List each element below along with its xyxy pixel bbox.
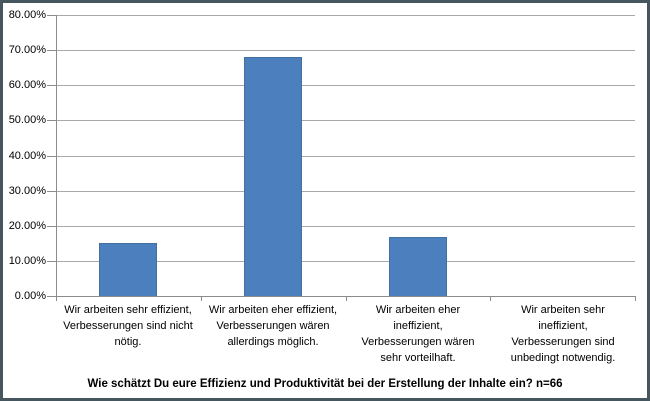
y-tick-label: 50.00% (8, 114, 46, 126)
x-axis-tick (56, 296, 57, 301)
category-label-line: Verbesserungen wären (216, 320, 330, 332)
category-label-line: Verbesserungen wären (361, 336, 475, 348)
y-axis-tick (47, 296, 57, 297)
category-label-3: Wir arbeiten eher ineffizient, Verbesserun… (344, 302, 492, 366)
y-axis-tick (47, 261, 57, 262)
gridline (56, 191, 635, 192)
y-axis-tick (47, 15, 57, 16)
y-tick-label: 0.00% (14, 290, 46, 302)
category-label-line: Wir arbeiten eher effizient, (208, 304, 338, 316)
category-label-line: sehr vorteilhaft. (380, 352, 456, 364)
gridline (56, 50, 635, 51)
gridline (56, 226, 635, 227)
x-axis-tick (490, 296, 491, 301)
category-label-line: allerdings möglich. (227, 336, 319, 348)
y-tick-label: 80.00% (8, 9, 46, 21)
y-axis-tick (47, 226, 57, 227)
x-axis-tick (201, 296, 202, 301)
x-axis-tick (635, 296, 636, 301)
y-tick-label: 10.00% (8, 255, 46, 267)
category-label-line: Verbesserungen sind (511, 336, 615, 348)
y-axis-tick (47, 156, 57, 157)
gridline (56, 15, 635, 16)
y-axis-tick (47, 85, 57, 86)
category-label-line: Wir arbeiten eher (375, 304, 461, 316)
y-tick-label: 70.00% (8, 44, 46, 56)
y-axis-tick (47, 50, 57, 51)
category-label-line: unbedingt notwendig. (510, 352, 616, 364)
category-label-line: ineffizient, (393, 320, 443, 332)
x-axis-tick (346, 296, 347, 301)
y-tick-label: 30.00% (8, 185, 46, 197)
y-tick-label: 60.00% (8, 79, 46, 91)
y-axis-tick (47, 120, 57, 121)
gridline (56, 120, 635, 121)
y-tick-label: 40.00% (8, 150, 46, 162)
chart-canvas: 80.00% 70.00% 60.00% 50.00% 40.00% 30.00% 20.0… (3, 3, 647, 398)
y-tick-label: 20.00% (8, 220, 46, 232)
category-label-4: Wir arbeiten sehr ineffizient, Verbesserun… (489, 302, 637, 366)
bar-2 (244, 57, 302, 296)
y-axis-tick (47, 191, 57, 192)
gridline (56, 156, 635, 157)
category-label-line: Verbesserungen sind nicht (63, 320, 193, 332)
gridline (56, 261, 635, 262)
bar-3 (389, 237, 447, 296)
category-label-line: Wir arbeiten sehr (521, 304, 605, 316)
gridline (56, 85, 635, 86)
chart-title: Wie schätzt Du eure Effizienz und Produk… (87, 378, 563, 390)
category-label-line: ineffizient, (538, 320, 588, 332)
category-label-line: nötig. (114, 336, 142, 348)
category-label-2: Wir arbeiten eher effizient, Verbesserung… (199, 302, 347, 350)
plot-area (56, 15, 635, 297)
x-axis-line (56, 296, 635, 297)
category-label-line: Wir arbeiten sehr effizient, (64, 304, 192, 316)
category-label-1: Wir arbeiten sehr effizient, Verbesserung… (54, 302, 202, 350)
bar-1 (99, 243, 157, 296)
